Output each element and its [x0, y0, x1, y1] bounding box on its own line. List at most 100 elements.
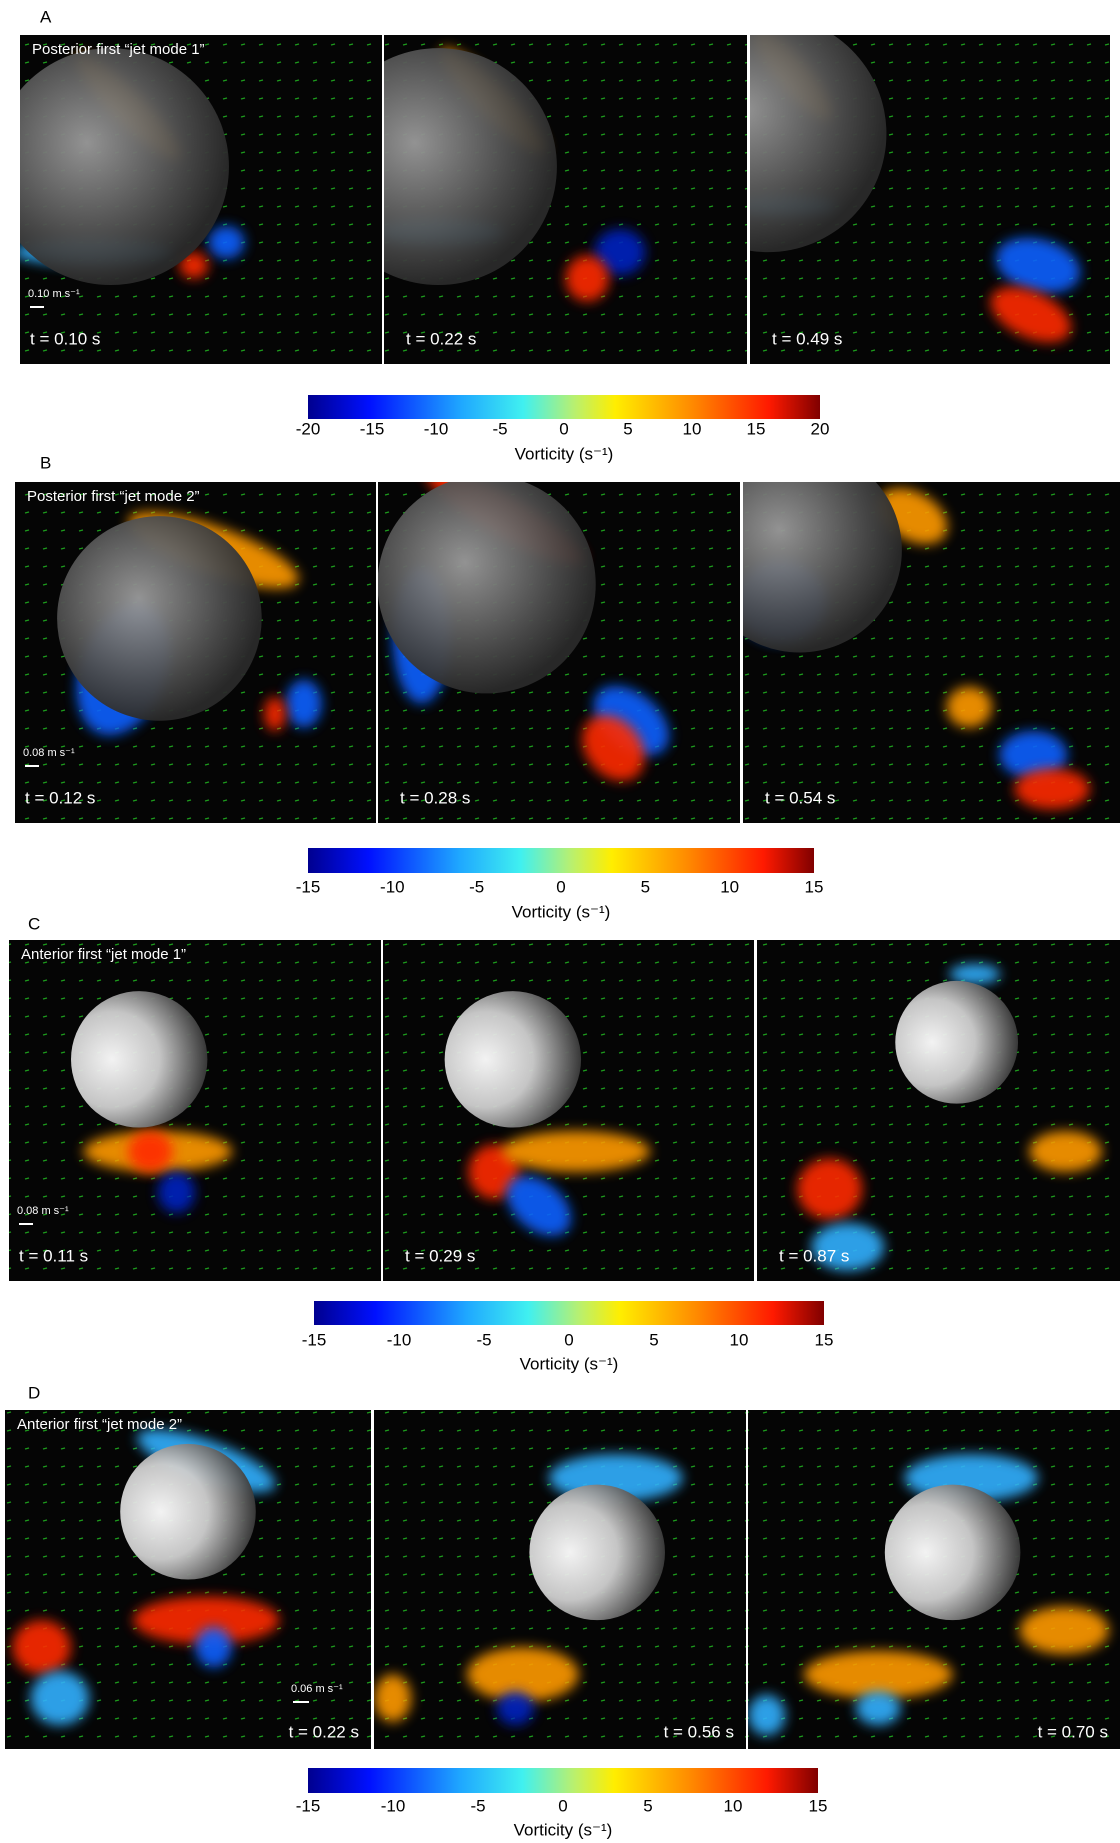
time-label: t = 0.22 s: [289, 1722, 359, 1741]
colorbar-label: Vorticity (s⁻¹): [515, 444, 614, 463]
frame: t = 0.87 s: [757, 940, 1120, 1281]
frame: t = 0.29 s: [383, 940, 754, 1281]
colorbar-tick-label: -10: [380, 877, 405, 896]
time-label: t = 0.49 s: [772, 329, 842, 348]
colorbar-tick-label: -5: [492, 419, 507, 438]
nautilus-shell: [529, 1485, 665, 1621]
colorbar-tick-label: 15: [747, 419, 766, 438]
nautilus-shell: [377, 475, 595, 693]
vorticity-region: [264, 697, 286, 731]
time-label: t = 0.56 s: [664, 1722, 734, 1741]
panel-title: Anterior first “jet mode 2”: [17, 1416, 182, 1433]
vorticity-region: [502, 1131, 650, 1172]
colorbar: [314, 1301, 824, 1325]
frame: t = 0.22 s: [5, 1410, 371, 1749]
vorticity-region: [748, 1695, 785, 1736]
scale-bar-label: 0.10 m s⁻¹: [28, 288, 80, 300]
nautilus-shell: [885, 1485, 1021, 1621]
time-label: t = 0.12 s: [25, 788, 95, 807]
time-label: t = 0.54 s: [765, 788, 835, 807]
panel-title: Posterior first “jet mode 2”: [27, 488, 200, 505]
colorbar-tick-label: 0: [556, 877, 565, 896]
time-label: t = 0.70 s: [1038, 1722, 1108, 1741]
colorbar-tick-label: 5: [649, 1330, 658, 1349]
vorticity-region: [804, 1651, 953, 1698]
time-label: t = 0.28 s: [400, 788, 470, 807]
colorbar-tick-label: 15: [809, 1796, 828, 1815]
time-label: t = 0.87 s: [779, 1246, 849, 1265]
colorbar-tick-label: -5: [476, 1330, 491, 1349]
vorticity-region: [286, 680, 322, 728]
colorbar-tick-label: -5: [470, 1796, 485, 1815]
vorticity-region: [208, 226, 244, 259]
velocity-field: [383, 940, 754, 1281]
nautilus-shell: [445, 991, 581, 1127]
frame: t = 0.12 s: [15, 482, 376, 823]
nautilus-shell: [120, 1444, 256, 1580]
figure: At = 0.10 s t = 0.22 s t = 0.49 s Posterior…: [0, 0, 1120, 1843]
colorbar-tick-label: 5: [641, 877, 650, 896]
panel-label: D: [28, 1383, 40, 1402]
vorticity-region: [128, 1131, 173, 1172]
scale-bar-label: 0.06 m s⁻¹: [291, 1683, 343, 1695]
vorticity-region: [31, 1671, 90, 1725]
colorbar-tick-label: 0: [558, 1796, 567, 1815]
vorticity-region: [1029, 1131, 1102, 1172]
vorticity-region: [374, 1674, 411, 1721]
time-label: t = 0.29 s: [405, 1246, 475, 1265]
colorbar-tick-label: 20: [811, 419, 830, 438]
frame: t = 0.54 s: [697, 448, 1120, 823]
vorticity-region: [195, 1627, 232, 1668]
colorbar-tick-label: 15: [815, 1330, 834, 1349]
panel-title: Posterior first “jet mode 1”: [32, 41, 205, 58]
time-label: t = 0.10 s: [30, 329, 100, 348]
colorbar-tick-label: -15: [296, 877, 321, 896]
frame: t = 0.10 s: [0, 35, 382, 364]
colorbar-tick-label: 5: [643, 1796, 652, 1815]
frame: t = 0.11 s: [9, 940, 381, 1281]
colorbar-tick-label: 0: [559, 419, 568, 438]
colorbar-tick-label: 10: [683, 419, 702, 438]
colorbar-tick-label: -10: [387, 1330, 412, 1349]
colorbar-tick-label: -15: [302, 1330, 327, 1349]
nautilus-shell: [57, 516, 262, 721]
colorbar-tick-label: -15: [296, 1796, 321, 1815]
panel-title: Anterior first “jet mode 1”: [21, 946, 186, 963]
velocity-field: [9, 940, 381, 1281]
colorbar-tick-label: -5: [469, 877, 484, 896]
colorbar-tick-label: 15: [805, 877, 824, 896]
vorticity-region: [947, 687, 992, 728]
frame: t = 0.70 s: [748, 1410, 1120, 1749]
colorbar-tick-label: 10: [724, 1796, 743, 1815]
nautilus-shell: [0, 48, 229, 285]
scale-bar-label: 0.08 m s⁻¹: [23, 747, 75, 759]
frame: t = 0.22 s: [320, 35, 747, 364]
nautilus-shell: [895, 981, 1018, 1104]
vorticity-region: [12, 1620, 71, 1674]
panel-label: B: [40, 453, 51, 472]
colorbar: [308, 395, 820, 419]
vorticity-region: [797, 1158, 862, 1219]
nautilus-shell: [71, 991, 207, 1127]
time-label: t = 0.11 s: [19, 1246, 88, 1265]
panel-label: A: [40, 7, 52, 26]
colorbar-tick-label: 5: [623, 419, 632, 438]
colorbar-tick-label: -20: [296, 419, 321, 438]
scale-bar-label: 0.08 m s⁻¹: [17, 1205, 69, 1217]
colorbar-tick-label: 0: [564, 1330, 573, 1349]
colorbar-label: Vorticity (s⁻¹): [512, 902, 611, 921]
colorbar-tick-label: 10: [730, 1330, 749, 1349]
vorticity-region: [566, 255, 610, 301]
colorbar-tick-label: 10: [720, 877, 739, 896]
colorbar-label: Vorticity (s⁻¹): [520, 1354, 619, 1373]
time-label: t = 0.22 s: [406, 329, 476, 348]
vorticity-region: [856, 1691, 901, 1725]
colorbar-label: Vorticity (s⁻¹): [514, 1820, 613, 1839]
colorbar: [308, 1768, 818, 1793]
vorticity-region: [497, 1691, 534, 1725]
panel-label: C: [28, 914, 40, 933]
frame: t = 0.56 s: [374, 1410, 746, 1749]
colorbar-tick-label: -10: [381, 1796, 406, 1815]
vorticity-region: [1014, 768, 1089, 809]
vorticity-region: [1020, 1607, 1109, 1654]
